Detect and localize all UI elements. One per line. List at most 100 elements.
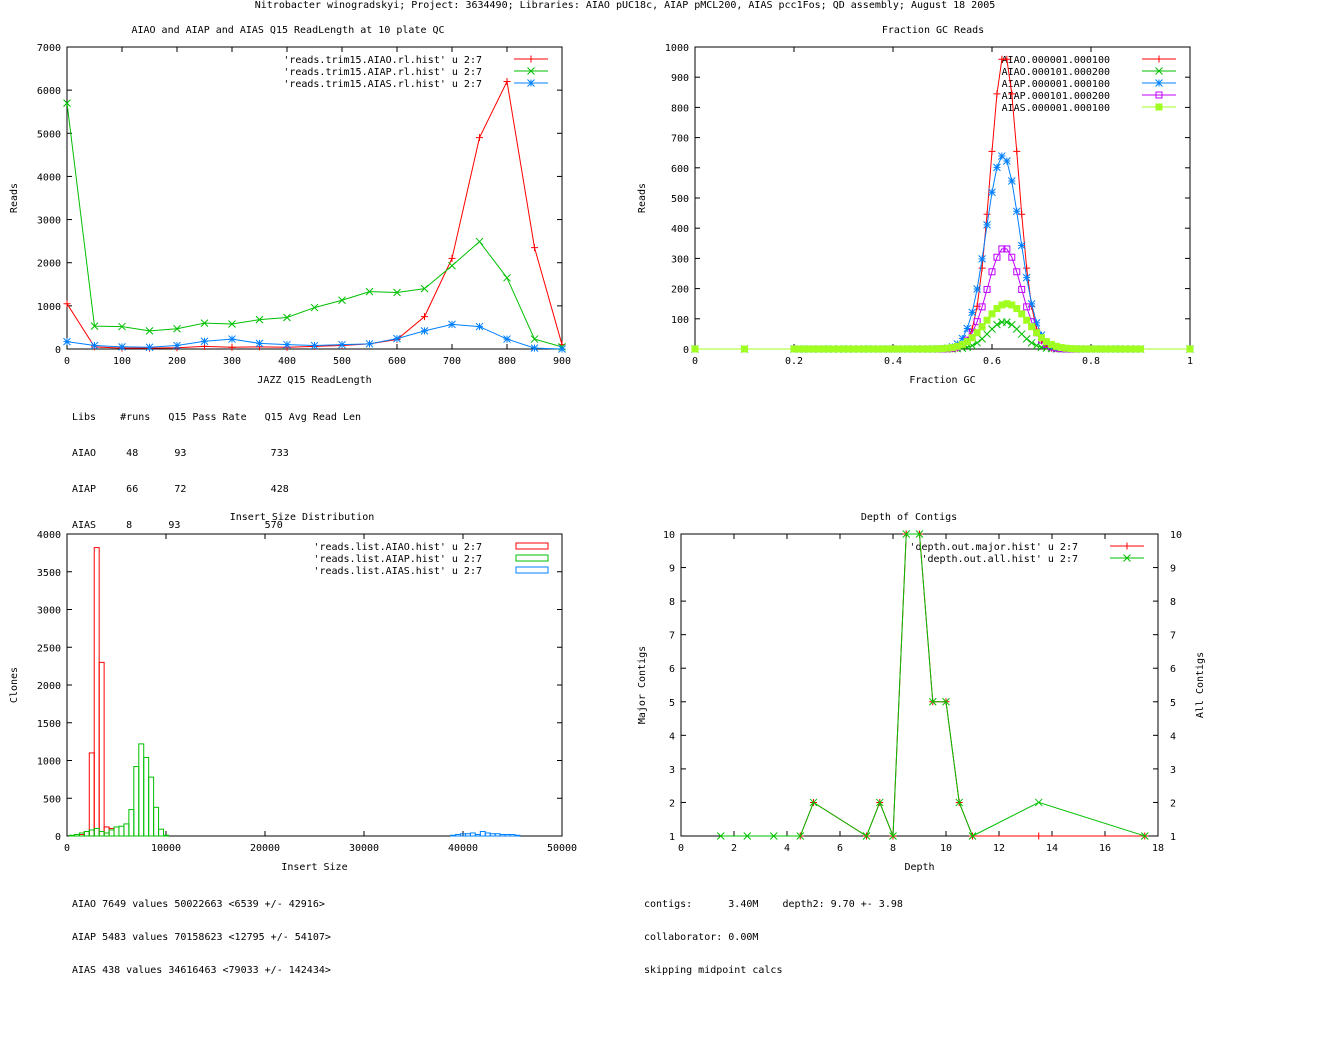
data-point: [63, 337, 71, 346]
histogram-bar: [464, 833, 471, 837]
data-point: [988, 310, 996, 318]
y-tick-label: 1: [669, 832, 675, 843]
data-point: [448, 320, 456, 329]
series-3: [63, 320, 566, 353]
legend-label: AIAP.000101.000200: [1002, 91, 1110, 102]
data-point: [1033, 329, 1041, 337]
y-tick-label: 200: [671, 285, 689, 296]
histogram-bar: [479, 830, 486, 837]
y-tick-label: 2000: [37, 259, 61, 270]
data-point: [973, 285, 982, 293]
y-tick-label: 5000: [37, 129, 61, 140]
data-point: [1034, 798, 1043, 807]
y-tick-label: 0: [55, 345, 61, 356]
y-tick-label: 4000: [37, 172, 61, 183]
data-point: [1018, 310, 1026, 318]
data-point: [558, 345, 566, 353]
data-point: [310, 341, 319, 350]
x-tick-label: 14: [1046, 843, 1058, 854]
data-point: [998, 245, 1006, 253]
data-point: [200, 319, 209, 327]
series-line: [695, 321, 1190, 350]
y-tick-label: 10: [663, 530, 675, 541]
data-point: [1038, 334, 1045, 342]
histogram-bar: [153, 806, 160, 837]
data-point: [1017, 241, 1026, 250]
y-tick-label: 2: [669, 798, 675, 809]
x-tick-label: 18: [1152, 843, 1164, 854]
y-tick-label: 100: [671, 315, 689, 326]
histogram-bar: [148, 776, 155, 837]
y-tick-label: 2000: [37, 681, 61, 692]
y2-tick-label: 10: [1170, 530, 1182, 541]
data-point: [1028, 323, 1036, 331]
y-axis-label: Reads: [637, 183, 648, 213]
x-tick-label: 10: [940, 843, 952, 854]
x-tick-label: 30000: [349, 843, 379, 854]
histogram-bar: [128, 809, 135, 837]
histogram-bar: [103, 832, 110, 837]
data-point: [173, 324, 181, 333]
data-point: [691, 345, 699, 353]
series-3: [450, 830, 521, 837]
data-point: [503, 78, 511, 86]
y2-tick-label: 5: [1170, 698, 1176, 709]
x-tick-label: 900: [553, 356, 571, 367]
insert-stats-row: AIAP 5483 values 70158623 <12795 +/- 541…: [72, 932, 331, 943]
legend-label: AIAS.000001.000100: [1002, 103, 1110, 114]
y-tick-label: 800: [671, 103, 689, 114]
chart-title: Insert Size Distribution: [230, 512, 375, 523]
data-point: [476, 134, 483, 142]
x-tick-label: 2: [731, 843, 737, 854]
y-tick-label: 9: [669, 564, 675, 575]
depth-stats-row: skipping midpoint calcs: [644, 965, 783, 976]
data-point: [63, 99, 71, 107]
data-point: [475, 237, 484, 246]
x-axis-label: Insert Size: [281, 862, 347, 873]
data-point: [1013, 268, 1021, 276]
y-tick-label: 3000: [37, 216, 61, 227]
y-axis-label: Clones: [9, 667, 20, 703]
x-tick-label: 800: [498, 356, 516, 367]
y-tick-label: 3500: [37, 568, 61, 579]
data-point: [283, 340, 291, 349]
data-point: [118, 342, 126, 351]
histogram-bar: [93, 547, 100, 837]
histogram-bar: [103, 826, 110, 837]
series-line: [720, 533, 1145, 837]
histogram-bar: [450, 834, 457, 837]
data-point: [173, 341, 181, 350]
data-point: [993, 90, 1001, 98]
data-point: [1137, 345, 1144, 353]
y-tick-label: 4000: [37, 530, 61, 541]
series-line: [695, 248, 1190, 350]
legend-marker: [1123, 542, 1131, 550]
histogram-bar: [98, 661, 105, 837]
insert-stats-row: AIAO 7649 values 50022663 <6539 +/- 4291…: [72, 899, 325, 910]
x-tick-label: 50000: [547, 843, 577, 854]
data-point: [1002, 318, 1011, 327]
histogram-bar: [83, 830, 90, 837]
insert-size-stats: AIAO 7649 values 50022663 <6539 +/- 4291…: [72, 877, 331, 987]
data-point: [716, 832, 725, 840]
y-tick-label: 500: [671, 194, 689, 205]
chart-title: AIAO and AIAP and AIAS Q15 ReadLength at…: [131, 25, 444, 36]
histogram-bar: [68, 834, 75, 837]
legend-label: 'depth.out.all.hist' u 2:7: [921, 554, 1078, 565]
data-point: [973, 329, 981, 337]
y-tick-label: 8: [669, 597, 675, 608]
series-line: [695, 155, 1190, 350]
x-tick-label: 4: [784, 843, 790, 854]
legend-label: 'reads.trim15.AIAO.rl.hist' u 2:7: [283, 55, 482, 66]
y-tick-label: 300: [671, 254, 689, 265]
series-line: [799, 533, 1145, 837]
data-point: [118, 322, 126, 331]
data-point: [809, 798, 818, 807]
y-tick-label: 500: [43, 794, 61, 805]
x-tick-label: 0.4: [884, 356, 902, 367]
series-1: [691, 55, 1194, 353]
readlength-stats: Libs #runs Q15 Pass Rate Q15 Avg Read Le…: [72, 388, 361, 544]
histogram-bar: [484, 832, 491, 837]
data-point: [228, 343, 236, 351]
histogram-bar: [163, 834, 169, 837]
